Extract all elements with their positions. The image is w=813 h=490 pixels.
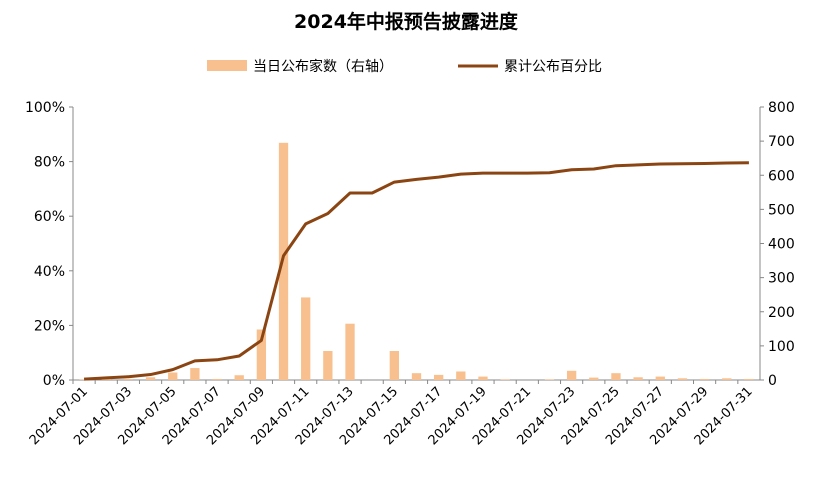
y-axis-left: 0% 20% 40% 60% 80% 100% xyxy=(25,100,73,389)
y-right-tick-label: 400 xyxy=(768,237,795,253)
y-left-tick-label: 60% xyxy=(34,209,65,225)
bar xyxy=(611,373,621,380)
bar xyxy=(633,377,643,380)
bar xyxy=(323,350,333,380)
chart-title: 2024年中报预告披露进度 xyxy=(294,10,519,33)
bar xyxy=(256,329,267,380)
y-right-tick-label: 100 xyxy=(768,339,795,355)
bar xyxy=(234,375,244,380)
y-right-tick-label: 800 xyxy=(768,100,795,116)
bar xyxy=(655,376,665,380)
bar xyxy=(589,377,599,380)
y-right-tick-label: 600 xyxy=(768,168,795,184)
bar xyxy=(168,372,178,380)
bar xyxy=(456,371,466,380)
legend: 当日公布家数（右轴） 累计公布百分比 xyxy=(207,58,602,75)
bar xyxy=(500,379,510,380)
bar xyxy=(544,379,555,380)
bar xyxy=(389,350,399,380)
bar xyxy=(478,376,488,380)
bar xyxy=(699,378,710,380)
bar xyxy=(212,378,222,380)
line-series xyxy=(83,161,749,381)
bar xyxy=(722,378,732,380)
bar xyxy=(744,378,754,380)
bar xyxy=(411,373,422,380)
bar xyxy=(301,297,311,380)
y-left-tick-label: 20% xyxy=(34,318,65,334)
legend-label-bar: 当日公布家数（右轴） xyxy=(253,58,393,75)
y-right-tick-label: 700 xyxy=(768,134,795,150)
cumulative-line xyxy=(83,161,749,381)
axes xyxy=(72,107,761,381)
bar xyxy=(345,323,355,380)
y-right-tick-label: 0 xyxy=(768,373,777,389)
y-left-tick-label: 40% xyxy=(34,264,65,280)
bar xyxy=(123,378,134,380)
y-right-tick-label: 300 xyxy=(768,271,795,287)
y-left-tick-label: 0% xyxy=(43,373,65,389)
y-right-tick-label: 200 xyxy=(768,305,795,321)
legend-swatch-bar xyxy=(207,60,247,71)
bar xyxy=(566,370,577,380)
bar xyxy=(145,377,156,380)
y-left-tick-label: 80% xyxy=(34,155,65,171)
y-right-tick-label: 500 xyxy=(768,202,795,218)
bar xyxy=(79,379,89,380)
legend-label-line: 累计公布百分比 xyxy=(504,59,602,75)
bar xyxy=(677,378,688,380)
y-axis-right: 0 100 200 300 400 500 600 700 800 xyxy=(760,100,795,389)
bar xyxy=(190,368,200,380)
bar xyxy=(434,374,444,380)
y-left-tick-label: 100% xyxy=(25,100,65,116)
x-axis: 2024-07-012024-07-032024-07-052024-07-07… xyxy=(27,380,756,448)
